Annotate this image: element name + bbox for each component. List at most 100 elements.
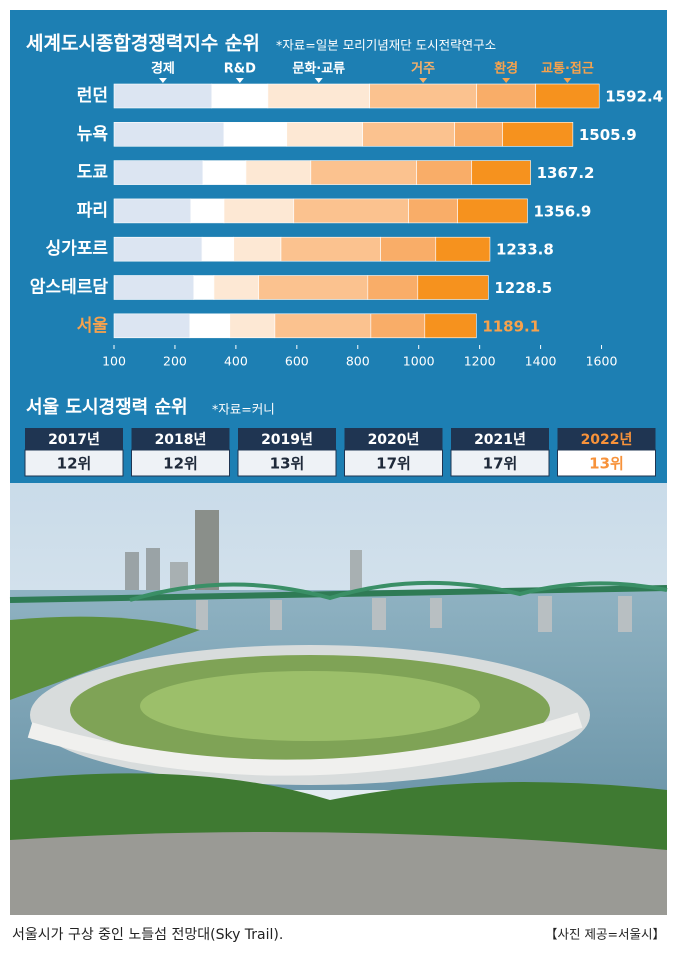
bar-segment (369, 83, 477, 109)
total-label: 1592.4 (605, 88, 663, 106)
x-tick-label: 1200 (464, 354, 496, 369)
legend-label: 환경 (494, 61, 518, 77)
bar-segment (454, 122, 503, 147)
bar-segment (286, 122, 363, 147)
bar-segment (367, 275, 419, 300)
year-label: 2019년 (261, 432, 313, 448)
bar-segment (362, 122, 455, 147)
bar-segment (424, 313, 477, 339)
bar-segment (223, 122, 288, 147)
x-tick-label: 1000 (403, 354, 435, 369)
year-label: 2018년 (155, 432, 207, 448)
bar-segment (408, 198, 459, 224)
bar-segment (113, 236, 203, 262)
legend-label: R&D (224, 62, 256, 77)
bar-segment (113, 198, 192, 224)
category-label: 암스테르담 (30, 278, 109, 298)
rank-label: 13위 (589, 455, 624, 473)
year-label: 2021년 (474, 432, 526, 448)
year-label: 2020년 (368, 432, 420, 448)
credit: 【사진 제공=서울시】 (545, 927, 665, 942)
total-label: 1367.2 (537, 164, 595, 182)
rank-cell (344, 449, 443, 477)
legend-arrow (502, 78, 511, 83)
legend-label: 문화·교류 (292, 61, 345, 77)
rank-label: 12위 (57, 455, 92, 473)
x-tick-label: 100 (102, 354, 126, 369)
x-tick-label: 1400 (525, 354, 557, 369)
year-cell (344, 428, 443, 450)
x-tick-label: 1600 (586, 354, 618, 369)
rank-cell (237, 449, 337, 477)
bar-segment (416, 160, 473, 185)
category-label: 싱가포르 (45, 239, 108, 259)
rank-label: 17위 (376, 455, 411, 473)
total-label: 1228.5 (494, 279, 552, 297)
bar-segment (233, 236, 282, 262)
total-label: 1189.1 (482, 317, 540, 335)
bar-segment (293, 198, 409, 224)
bar-segment (190, 198, 225, 224)
bar-segment (113, 83, 213, 109)
bar-segment (113, 275, 195, 300)
rank-cell (131, 449, 230, 477)
legend-label: 거주 (411, 62, 435, 77)
x-tick-label: 400 (224, 354, 248, 369)
bar-segment (211, 83, 269, 109)
bar-segment (189, 313, 231, 339)
bar-segment (370, 313, 426, 339)
bar-segment (280, 236, 381, 262)
x-tick-label: 800 (346, 354, 370, 369)
bar-segment (213, 275, 260, 300)
legend-label: 교통·접근 (541, 61, 594, 77)
year-label: 2022년 (581, 432, 633, 448)
category-label: 뉴욕 (77, 124, 109, 144)
bar-segment (417, 275, 489, 300)
rank-cell (557, 449, 656, 477)
total-label: 1505.9 (579, 126, 637, 144)
bar-segment (471, 160, 531, 185)
year-cell (557, 428, 656, 450)
legend-arrow (419, 78, 428, 83)
chart-title: 세계도시종합경쟁력지수 순위 (26, 33, 260, 55)
bar-segment (113, 122, 225, 147)
bar-segment (258, 275, 369, 300)
legend-arrow (563, 78, 572, 83)
bar-segment (202, 160, 247, 185)
bar-segment (267, 83, 370, 109)
x-tick-label: 200 (163, 354, 187, 369)
bar-segment (435, 236, 491, 262)
bar-segment (193, 275, 215, 300)
year-label: 2017년 (48, 432, 100, 448)
bar-segment (245, 160, 312, 185)
category-label: 파리 (77, 201, 108, 221)
bar-segment (476, 83, 537, 109)
bar-segment (201, 236, 235, 262)
rank-label: 17위 (483, 455, 518, 473)
year-cell (131, 428, 230, 450)
category-label: 서울 (77, 316, 109, 336)
legend-arrow (314, 78, 323, 83)
legend-label: 경제 (151, 61, 175, 77)
total-label: 1356.9 (533, 202, 591, 220)
bar-segment (535, 83, 600, 109)
rank-label: 13위 (270, 455, 305, 473)
year-cell (25, 428, 123, 450)
legend-arrow (235, 78, 244, 83)
bar-segment (457, 198, 528, 224)
bar-segment (223, 198, 295, 224)
bar-segment (310, 160, 417, 185)
bar-segment (113, 160, 204, 185)
bar-segment (380, 236, 437, 262)
bar-segment (229, 313, 276, 339)
chart-source: *자료=일본 모리기념재단 도시전략연구소 (276, 38, 496, 53)
category-label: 런던 (77, 86, 108, 106)
bar-segment (274, 313, 372, 339)
category-label: 도쿄 (77, 163, 109, 183)
total-label: 1233.8 (496, 241, 554, 259)
legend-arrow (158, 78, 167, 83)
ranking-title: 서울 도시경쟁력 순위 (26, 397, 188, 418)
rank-cell (450, 449, 550, 477)
ranking-source: *자료=커니 (212, 402, 275, 417)
